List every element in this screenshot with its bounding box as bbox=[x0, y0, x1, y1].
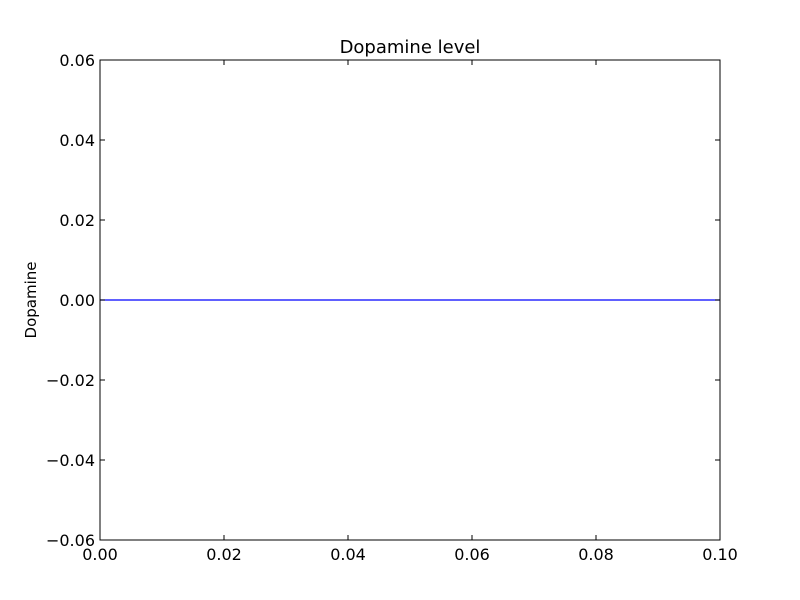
tick-layer: 0.00 0.02 0.04 0.06 0.08 0.10 −0.06 −0.04 −0.02 0… bbox=[46, 51, 738, 564]
plot-frame bbox=[99, 59, 721, 541]
x-tick-label: 0.02 bbox=[206, 545, 242, 564]
y-tick-label: 0.02 bbox=[59, 211, 95, 230]
x-tick-label: 0.10 bbox=[702, 545, 738, 564]
chart-title: Dopamine level bbox=[340, 37, 481, 58]
y-tick-label: −0.06 bbox=[46, 531, 95, 550]
y-tick-label: 0.00 bbox=[59, 291, 95, 310]
y-axis-label: Dopamine bbox=[22, 262, 40, 339]
y-tick-label: 0.04 bbox=[59, 131, 95, 150]
x-tick-label: 0.06 bbox=[454, 545, 490, 564]
y-tick-label: 0.06 bbox=[59, 51, 95, 70]
y-tick-label: −0.02 bbox=[46, 371, 95, 390]
x-tick-label: 0.04 bbox=[330, 545, 366, 564]
x-tick-label: 0.08 bbox=[578, 545, 614, 564]
y-tick-label: −0.04 bbox=[46, 451, 95, 470]
x-tick-label: 0.00 bbox=[82, 545, 118, 564]
